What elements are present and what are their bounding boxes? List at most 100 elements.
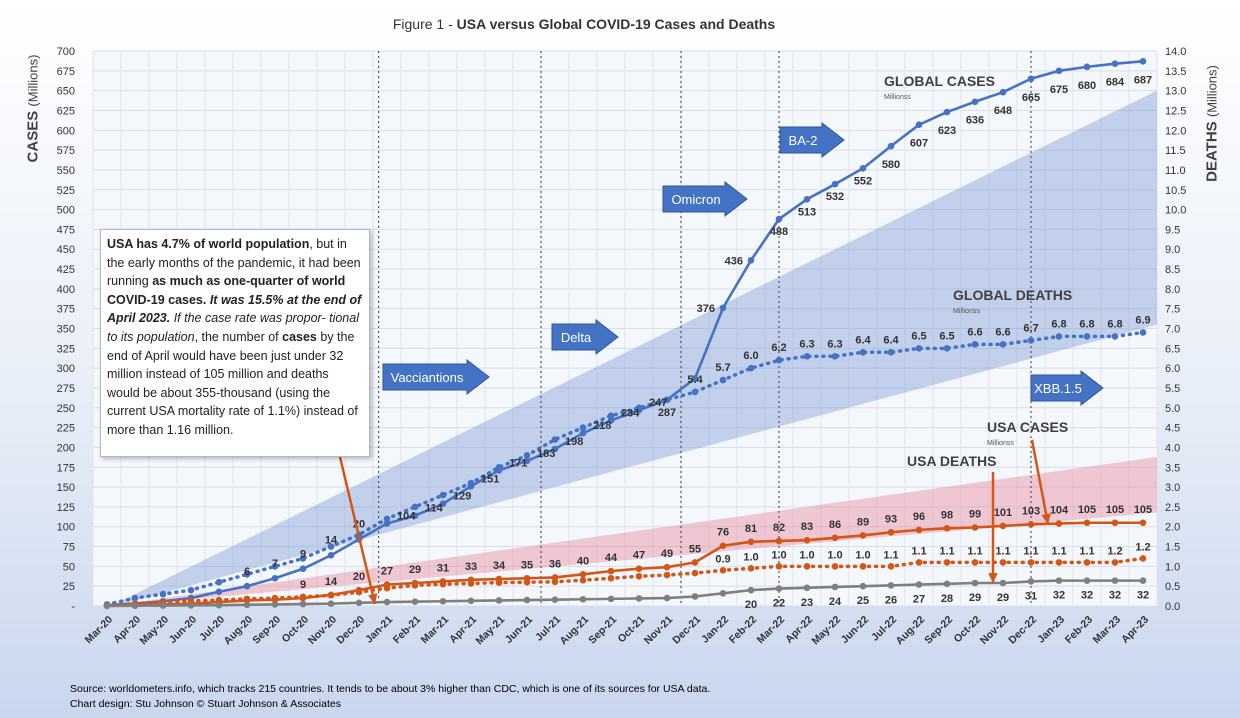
data-label: 6.0 <box>743 350 758 362</box>
data-point <box>719 376 727 384</box>
data-point <box>747 586 755 594</box>
data-label: 623 <box>938 125 956 137</box>
data-point <box>1083 559 1091 566</box>
data-label: 96 <box>913 511 925 523</box>
x-tick-label: Sep-20 <box>250 614 283 647</box>
data-label: 101 <box>994 507 1012 519</box>
textbox-pointer-arrow-head <box>368 593 378 604</box>
footer-source: Source: worldometers.info, which tracks … <box>70 683 711 695</box>
data-label: 6.4 <box>855 334 871 346</box>
data-point <box>803 536 811 544</box>
textbox-part: USA has 4.7% of world population <box>107 237 310 251</box>
data-label: 376 <box>697 303 715 315</box>
data-label: 14 <box>325 535 338 547</box>
data-point <box>495 597 503 604</box>
data-point <box>327 600 335 607</box>
data-point <box>579 595 587 603</box>
data-label: 9 <box>300 548 306 560</box>
data-label: 580 <box>882 159 900 171</box>
data-label: 1.0 <box>855 549 870 561</box>
data-point <box>271 574 279 582</box>
data-label: 98 <box>941 509 953 521</box>
data-point <box>1027 75 1035 83</box>
data-point <box>719 542 727 550</box>
data-point <box>551 596 559 603</box>
data-label: 1.1 <box>967 545 982 557</box>
usa-cases-pointer-arrow-head <box>1041 513 1051 524</box>
data-point <box>187 602 195 609</box>
y-right-tick-label: 5.5 <box>1165 383 1180 395</box>
data-label: 234 <box>621 407 640 419</box>
data-label: 6.4 <box>883 334 899 346</box>
data-point <box>943 580 951 588</box>
y-right-tick-label: 13.0 <box>1165 86 1186 98</box>
data-point <box>999 559 1007 566</box>
y-right-label-unit: (Millions) <box>1204 65 1220 118</box>
data-point <box>971 341 979 348</box>
data-label: 513 <box>798 206 816 218</box>
data-point <box>691 388 699 396</box>
data-label: 6.8 <box>1079 318 1094 330</box>
data-point <box>131 602 139 610</box>
y-right-label-text: DEATHS <box>1203 121 1221 182</box>
data-label: 6.8 <box>1107 318 1122 330</box>
data-point <box>243 601 251 609</box>
data-label: 687 <box>1134 74 1152 86</box>
chart-title: Figure 1 - USA versus Global COVID-19 Ca… <box>0 16 1168 32</box>
data-point <box>271 601 279 608</box>
data-point <box>215 578 223 586</box>
data-point <box>635 572 643 580</box>
x-tick-label: Feb-23 <box>1063 614 1096 647</box>
data-point <box>411 582 419 589</box>
data-point <box>523 596 531 604</box>
xbb-arrow-label: XBB.1.5 <box>1034 381 1082 396</box>
data-point <box>831 563 839 570</box>
data-point <box>943 525 951 532</box>
data-point <box>635 404 643 412</box>
y-right-tick-label: 14.0 <box>1165 46 1186 58</box>
data-point <box>663 594 671 602</box>
data-point <box>1055 559 1063 566</box>
series-line <box>105 556 1145 608</box>
data-point <box>943 345 951 352</box>
data-point <box>1027 521 1035 528</box>
data-point <box>1055 577 1063 584</box>
data-label: 151 <box>481 473 499 485</box>
data-point <box>131 594 139 602</box>
data-point <box>523 452 531 459</box>
data-point <box>887 348 895 356</box>
data-point <box>215 596 223 604</box>
data-point <box>439 597 447 605</box>
x-tick-label: Mar-22 <box>755 614 788 647</box>
annotation-textbox: USA has 4.7% of world population, but in… <box>100 229 370 457</box>
data-label: 32 <box>1081 590 1093 602</box>
data-label: 9 <box>300 579 306 591</box>
y-right-tick-label: 2.0 <box>1165 522 1180 534</box>
data-label: 6 <box>244 566 250 578</box>
data-point <box>971 98 979 106</box>
data-point <box>691 593 699 600</box>
textbox-pointer-arrow <box>338 456 377 605</box>
data-point <box>1027 578 1035 585</box>
y-right-tick-label: 10.5 <box>1165 185 1186 197</box>
data-label: 33 <box>465 561 477 573</box>
textbox-part: by the end of April would have been just… <box>107 329 358 437</box>
y-right-tick-label: 8.0 <box>1165 284 1180 296</box>
y-left-tick-label: 625 <box>57 105 75 117</box>
data-point <box>887 142 895 150</box>
data-label: 1.0 <box>743 551 758 563</box>
y-right-tick-label: 3.0 <box>1165 482 1180 494</box>
xbb-arrow-shape <box>1030 369 1104 407</box>
data-label: 31 <box>1025 590 1037 602</box>
data-point <box>831 352 839 360</box>
y-right-tick-label: 0.0 <box>1165 601 1180 613</box>
data-label: 29 <box>997 592 1009 604</box>
data-label: 114 <box>425 503 444 515</box>
y-left-tick-label: 575 <box>57 145 75 157</box>
data-label: 27 <box>381 566 393 578</box>
y-right-axis-label: DEATHS (Millions) <box>1204 64 1221 184</box>
data-label: 532 <box>826 191 844 203</box>
data-point <box>663 563 671 571</box>
data-point <box>915 121 923 129</box>
